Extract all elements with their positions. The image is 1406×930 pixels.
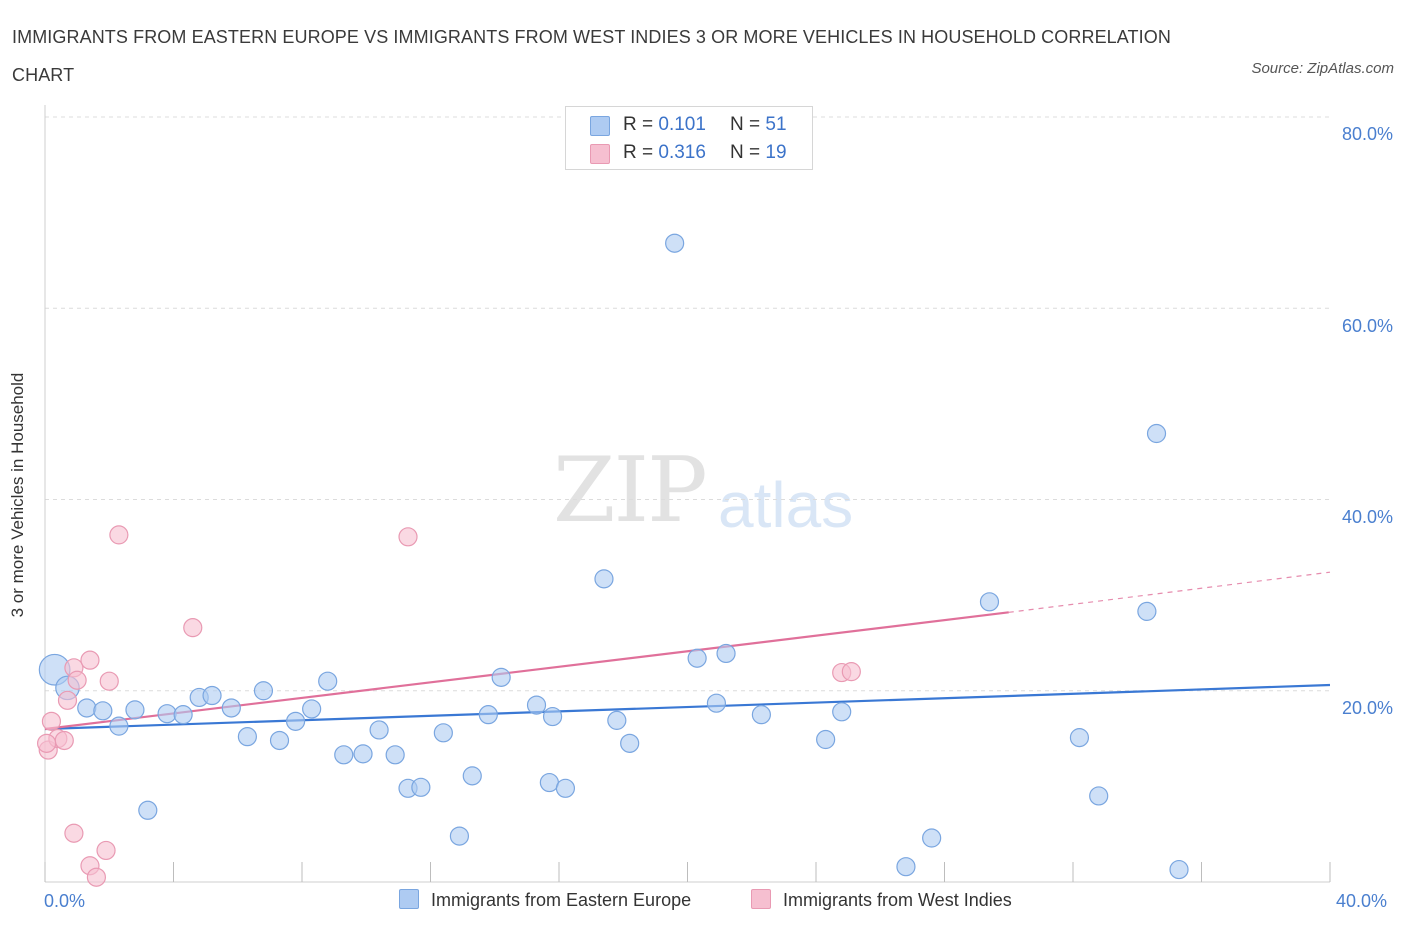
bottom-legend-label: Immigrants from West Indies [783,890,1012,910]
bottom-legend-label: Immigrants from Eastern Europe [431,890,692,910]
y-tick-label: 20.0% [1341,698,1393,718]
point-eastern-europe [922,828,942,848]
x-tick-label: 40.0% [1336,891,1388,911]
bottom-legend-west-indies: Immigrants from West Indies [751,889,1012,911]
trend-line-eastern-europe [44,683,1331,731]
point-west-indies [86,867,107,887]
point-west-indies [99,671,119,691]
point-eastern-europe [221,698,241,718]
point-eastern-europe [353,744,373,764]
legend-n-label: N = [730,114,766,135]
point-eastern-europe [138,800,158,820]
bottom-legend-eastern-europe: Immigrants from Eastern Europe [399,889,691,911]
point-eastern-europe [620,733,640,753]
point-eastern-europe [1146,423,1167,444]
point-west-indies [96,840,116,861]
point-eastern-europe [716,643,736,664]
point-west-indies [67,670,87,690]
point-eastern-europe [125,700,145,720]
bottom-legend-swatch-blue [399,889,419,909]
point-eastern-europe [449,826,470,846]
point-west-indies [41,711,62,731]
stats-legend: R = 0.101 N = 51 R = 0.316 N = 19 [565,106,813,170]
point-eastern-europe [1137,601,1157,621]
point-eastern-europe [542,706,563,727]
point-eastern-europe [1069,728,1090,748]
axes [44,105,1331,883]
y-tick-label: 80.0% [1341,124,1393,144]
trend-line-west-indies [44,611,1009,731]
point-eastern-europe [896,857,916,877]
legend-n-value: 19 [765,142,787,163]
point-west-indies [57,690,78,710]
point-eastern-europe [157,704,177,724]
legend-r-label: R = [623,114,659,135]
point-eastern-europe [237,727,257,747]
x-tick-label: 0.0% [44,891,86,911]
watermark-atlas: atlas [718,469,854,541]
point-west-indies [841,662,861,682]
point-eastern-europe [979,592,1000,612]
trend-lines [44,571,1331,731]
point-eastern-europe [173,705,193,725]
point-eastern-europe [253,681,274,701]
point-eastern-europe [202,685,222,706]
point-eastern-europe [369,720,389,740]
point-west-indies [183,618,203,638]
bottom-legend-swatch-pink [751,889,771,909]
point-eastern-europe [77,698,97,718]
point-west-indies [37,733,57,753]
point-west-indies [109,525,129,545]
point-eastern-europe [751,705,771,725]
legend-swatch-pink [590,144,610,164]
point-west-indies [64,823,84,843]
point-eastern-europe [832,702,852,722]
data-points [37,233,1189,887]
point-eastern-europe [1089,786,1109,806]
chart-title: IMMIGRANTS FROM EASTERN EUROPE VS IMMIGR… [12,27,1171,85]
point-eastern-europe [285,711,306,731]
legend-r-value: 0.316 [658,142,706,163]
point-eastern-europe [462,766,482,786]
point-eastern-europe [555,778,576,798]
point-eastern-europe [526,695,547,715]
point-eastern-europe [594,569,614,589]
legend-n-label: N = [730,142,766,163]
point-eastern-europe [411,777,431,797]
grid-lines [45,116,1330,692]
point-eastern-europe [302,699,322,719]
point-eastern-europe [706,693,727,713]
point-eastern-europe [491,667,511,687]
trend-line-west-indies-extension [1008,571,1331,613]
y-axis-label: 3 or more Vehicles in Household [8,372,27,618]
point-west-indies [398,527,418,547]
point-eastern-europe [93,701,113,721]
y-tick-label: 60.0% [1341,316,1393,336]
watermark-zip: ZIP [553,438,708,543]
point-eastern-europe [318,671,338,691]
point-eastern-europe [433,723,453,743]
source-label: Source: ZipAtlas.com [1251,60,1394,77]
point-eastern-europe [687,648,707,668]
y-tick-label: 40.0% [1341,507,1393,527]
point-eastern-europe [334,745,354,765]
point-west-indies [54,730,74,751]
point-west-indies [80,650,100,670]
legend-n-value: 51 [765,114,787,135]
point-eastern-europe [665,233,685,253]
point-eastern-europe [816,729,836,750]
point-eastern-europe [1169,859,1189,880]
legend-r-value: 0.101 [658,114,706,135]
point-eastern-europe [109,716,129,736]
point-eastern-europe [385,745,405,765]
point-eastern-europe [607,710,627,730]
legend-swatch-blue [590,116,610,136]
point-eastern-europe [478,705,498,725]
point-eastern-europe [269,730,290,751]
point-eastern-europe [539,772,559,793]
legend-r-label: R = [623,142,659,163]
